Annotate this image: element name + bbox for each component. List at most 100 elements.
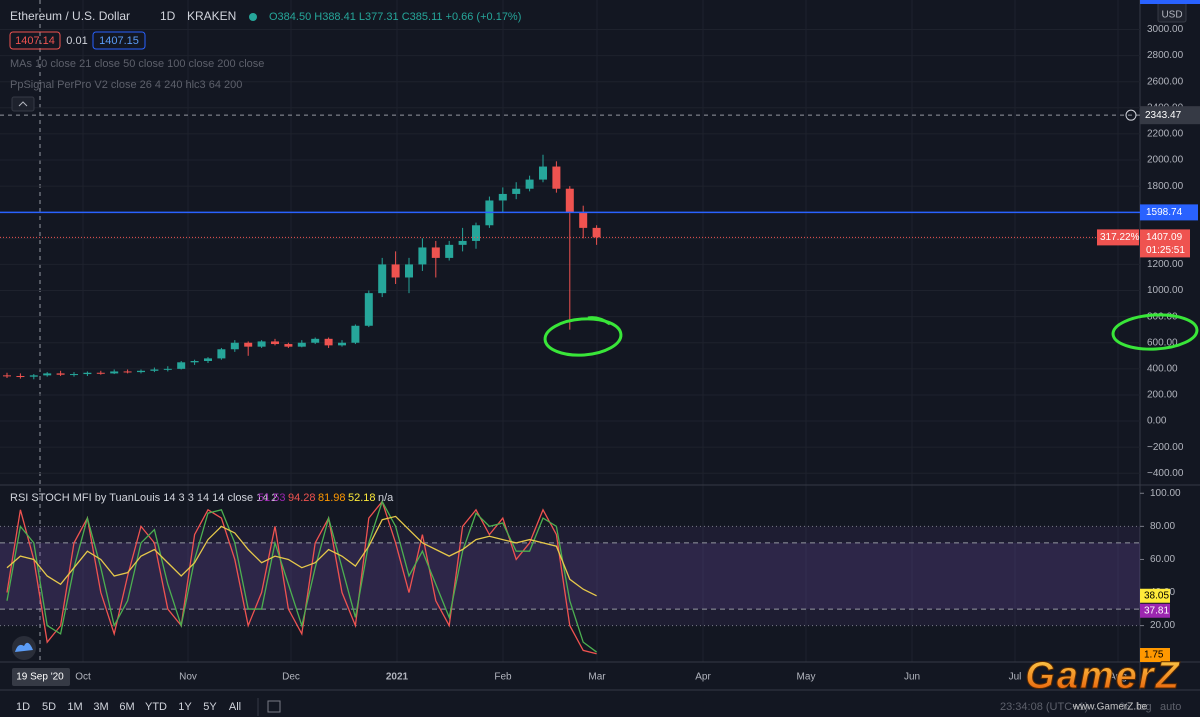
candle-body (284, 344, 293, 347)
study-label[interactable]: MAs 10 close 21 close 50 close 100 close… (10, 58, 264, 70)
x-tick-label: May (797, 672, 816, 683)
range-button[interactable]: 3M (93, 701, 108, 713)
bid-box[interactable] (9, 31, 61, 50)
candle-body (525, 179, 534, 189)
candle-body (29, 375, 38, 377)
y-tick-label: 0.00 (1147, 416, 1167, 427)
candle-body (512, 188, 521, 194)
bar-countdown: 01:25:51 (1146, 245, 1185, 256)
percent-toggle[interactable]: % (1120, 701, 1130, 713)
bid: 1407.14 (15, 35, 55, 47)
range-button[interactable]: 1Y (178, 701, 192, 713)
y-tick-label: 800.00 (1147, 311, 1178, 322)
indicator-price-box (1140, 603, 1170, 618)
last-price: 1407.09 (1146, 232, 1183, 243)
candle-body (163, 368, 172, 370)
candle-body (190, 361, 199, 363)
range-button[interactable]: 1M (67, 701, 82, 713)
currency: USD (1161, 10, 1182, 21)
crosshair-date-box (12, 668, 70, 686)
x-tick-label: 19 Sep '20 (16, 672, 64, 683)
candle-body (96, 372, 105, 374)
range-button[interactable]: All (229, 701, 241, 713)
indicator-price-box (1140, 648, 1170, 662)
y-tick-label: 3000.00 (1147, 24, 1184, 35)
indicator-title[interactable]: RSI STOCH MFI by TuanLouis 14 3 3 14 14 … (10, 492, 278, 504)
tv-logo-icon (15, 642, 33, 652)
y-tick-label: 100.00 (1150, 488, 1181, 499)
exchange: KRAKEN (187, 9, 236, 23)
watermark-brand: GamerZ (1025, 655, 1181, 697)
ask-box[interactable] (92, 31, 146, 50)
month-grid (82, 0, 1119, 662)
candle-body (445, 244, 454, 258)
candle-body (458, 240, 467, 245)
log-toggle[interactable]: log (1137, 701, 1152, 713)
candle-body (351, 325, 360, 343)
candle-body (217, 349, 226, 359)
last-price-box (1140, 229, 1190, 258)
y-tick-label: −400.00 (1147, 468, 1184, 479)
auto-toggle[interactable]: auto (1160, 701, 1181, 713)
candle-body (418, 247, 427, 265)
y-tick-label: 60.00 (1150, 554, 1175, 565)
study-label[interactable]: PpSignal PerPro V2 close 26 4 240 hlc3 6… (10, 79, 242, 91)
inner-band (0, 542, 1140, 610)
candle-body (338, 342, 346, 346)
candle-body (83, 372, 92, 375)
candle-body (244, 342, 253, 347)
collapse-button[interactable] (11, 96, 35, 112)
candle-body (204, 358, 212, 362)
candle-body (391, 264, 400, 278)
candle-body (579, 212, 588, 228)
indicator-line (6, 499, 597, 653)
x-tick-label: Nov (179, 672, 197, 683)
y-tick-label: 2600.00 (1147, 76, 1184, 87)
crosshair-price-box (1140, 106, 1200, 125)
candle-body (592, 227, 601, 238)
indicator-value: 81.98 (318, 492, 346, 504)
x-tick-label: Dec (282, 672, 300, 683)
candle-body (3, 375, 11, 377)
y-tick-label: 20.00 (1150, 620, 1175, 631)
candle-body (539, 166, 547, 180)
annotation-circle (1111, 313, 1199, 351)
date-range-icon[interactable] (267, 700, 281, 713)
range-button[interactable]: 5D (42, 701, 56, 713)
collapse-icon (18, 101, 28, 107)
candle-body (431, 247, 440, 258)
y-tick-label: 400.00 (1147, 363, 1178, 374)
candle-body (324, 338, 333, 346)
y-tick-label: 200.00 (1147, 390, 1178, 401)
candle-body (70, 374, 78, 376)
candle-body (230, 342, 239, 350)
indicator-value: 52.18 (348, 492, 376, 504)
candle-body (177, 362, 186, 369)
add-alert-button[interactable] (1125, 109, 1137, 121)
y-tick-label: 1800.00 (1147, 181, 1184, 192)
x-tick-label: Jun (904, 672, 920, 683)
change-percent: 317.22% (1100, 232, 1140, 243)
range-button[interactable]: YTD (145, 701, 167, 713)
y-tick-label: 2000.00 (1147, 155, 1184, 166)
y-tick-label: 80.00 (1150, 521, 1175, 532)
y-tick-label: 1000.00 (1147, 285, 1184, 296)
candle-body (378, 264, 387, 294)
indicator-price: 1.75 (1144, 650, 1164, 661)
clock: 23:34:08 (UTC+1) (1000, 701, 1088, 713)
interval[interactable]: 1D (160, 9, 176, 23)
x-tick-label: Jul (1009, 672, 1022, 683)
x-tick-label: Mar (588, 672, 606, 683)
annotation-stroke (587, 316, 611, 326)
candle-body (552, 166, 561, 189)
range-button[interactable]: 1D (16, 701, 30, 713)
range-button[interactable]: 5Y (203, 701, 217, 713)
range-button[interactable]: 6M (119, 701, 134, 713)
symbol[interactable]: Ethereum / U.S. Dollar (10, 9, 130, 23)
indicator-line (6, 515, 597, 597)
x-tick-label: Aug (1109, 672, 1127, 683)
x-tick-label: Apr (695, 672, 711, 683)
change-box (1097, 229, 1139, 246)
candle-body (123, 371, 132, 373)
